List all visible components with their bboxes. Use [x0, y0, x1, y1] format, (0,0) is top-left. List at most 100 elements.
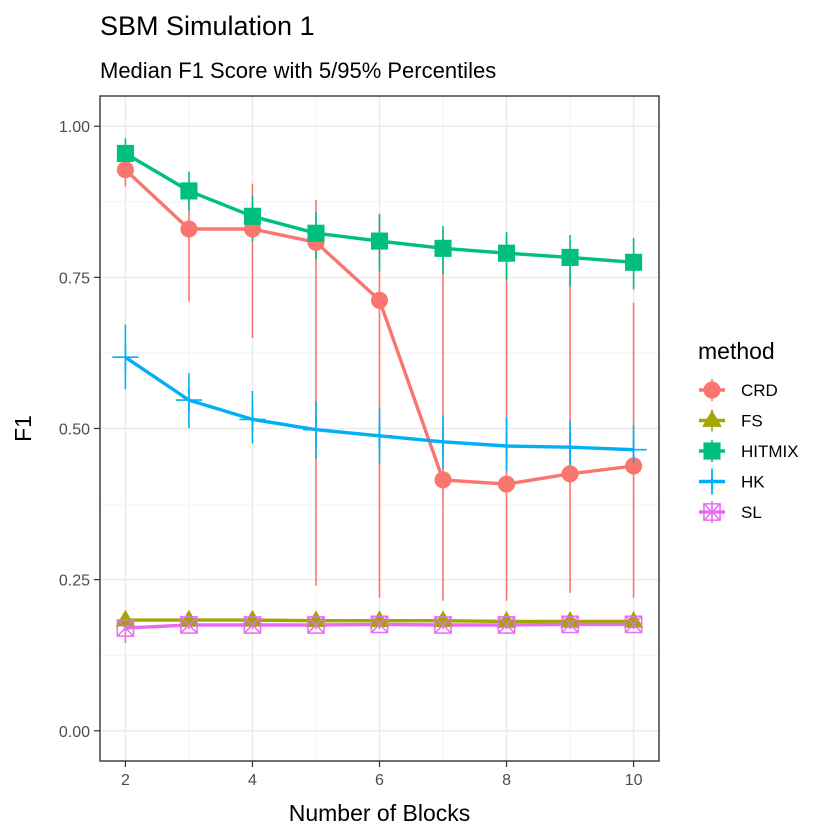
point-fs: [496, 611, 517, 628]
point-triangle: [433, 610, 453, 628]
point-square: [561, 248, 579, 266]
point-hk: [175, 387, 202, 414]
point-crd: [434, 471, 452, 489]
point-triangle: [179, 609, 199, 627]
legend-title: method: [698, 338, 775, 364]
point-box: [307, 616, 325, 634]
legend-key-crd: [703, 381, 721, 399]
point-box-x2: [434, 616, 452, 634]
series-points: [112, 144, 647, 637]
point-box-x2: [116, 619, 135, 637]
point-box: [116, 619, 135, 637]
legend-item-sl: SL: [699, 501, 762, 523]
point-box: [434, 616, 452, 634]
point-box: [624, 615, 643, 634]
point-sl: [497, 616, 516, 634]
point-fs: [306, 610, 326, 628]
point-square: [370, 232, 389, 250]
point-square: [116, 144, 134, 162]
point-box-x2: [703, 503, 721, 521]
x-tick-label: 2: [121, 772, 130, 789]
point-triangle: [496, 611, 517, 628]
point-fs: [560, 611, 580, 628]
legend-label-hitmix: HITMIX: [741, 442, 799, 461]
point-hk: [302, 416, 330, 443]
y-tick-label: 0.75: [59, 270, 90, 287]
point-triangle: [369, 610, 390, 628]
axis-ticks: 0.00 0.25 0.50 0.75 1.00 2 4 6 8 10: [59, 119, 643, 789]
point-circle: [625, 457, 643, 475]
point-box: [703, 503, 721, 521]
point-crd: [370, 291, 389, 309]
legend-label-sl: SL: [741, 503, 762, 522]
legend-label-hk: HK: [741, 473, 765, 492]
point-fs: [623, 611, 644, 628]
y-tick-label: 0.00: [59, 724, 90, 741]
legend-key-hk: [698, 468, 726, 495]
legend-key-sl: [703, 503, 721, 521]
point-fs: [242, 609, 263, 627]
legend-key-hitmix: [703, 442, 721, 460]
legend-item-fs: FS: [699, 409, 763, 432]
point-sl: [561, 615, 579, 634]
point-box: [180, 616, 198, 634]
legend-label-fs: FS: [741, 412, 763, 431]
point-fs: [369, 610, 390, 628]
point-hitmix: [180, 182, 198, 200]
point-crd: [116, 161, 134, 179]
point-circle: [497, 475, 516, 493]
point-hitmix: [116, 144, 134, 162]
point-box-x2: [370, 615, 389, 634]
point-hitmix: [243, 207, 262, 225]
point-sl: [307, 616, 325, 634]
point-sl: [370, 615, 389, 634]
point-box-x2: [497, 616, 516, 634]
point-fs: [179, 609, 199, 627]
point-sl: [116, 619, 135, 637]
point-crd: [625, 457, 643, 475]
point-triangle: [623, 611, 644, 628]
point-square: [180, 182, 198, 200]
x-tick-label: 6: [375, 772, 384, 789]
point-hitmix: [307, 224, 325, 242]
y-axis-title: F1: [10, 415, 36, 442]
point-square: [625, 253, 643, 271]
point-hk: [557, 434, 584, 461]
point-box-x2: [561, 615, 579, 634]
point-circle: [370, 291, 389, 309]
point-sl: [243, 616, 262, 634]
point-sl: [434, 616, 452, 634]
point-triangle: [560, 611, 580, 628]
point-crd: [497, 475, 516, 493]
point-hk: [429, 428, 457, 455]
point-box: [243, 616, 262, 634]
x-tick-label: 8: [502, 772, 511, 789]
x-tick-label: 4: [248, 772, 257, 789]
point-crd: [561, 465, 579, 483]
legend-item-hitmix: HITMIX: [699, 440, 799, 462]
chart-subtitle: Median F1 Score with 5/95% Percentiles: [100, 58, 496, 83]
point-hk: [239, 406, 266, 433]
legend: method CRD FS HITMIX HK SL: [698, 338, 799, 523]
x-axis-title: Number of Blocks: [289, 800, 471, 826]
point-circle: [434, 471, 452, 489]
point-hk: [366, 422, 393, 449]
point-hitmix: [434, 239, 452, 257]
point-box-x2: [243, 616, 262, 634]
point-box-x2: [307, 616, 325, 634]
point-square: [243, 207, 262, 225]
legend-item-crd: CRD: [699, 379, 778, 401]
y-tick-label: 0.50: [59, 422, 90, 439]
y-tick-label: 1.00: [59, 119, 90, 136]
point-triangle: [242, 609, 263, 627]
point-sl: [624, 615, 643, 634]
x-tick-label: 10: [625, 772, 643, 789]
legend-item-hk: HK: [698, 468, 765, 495]
point-box: [497, 616, 516, 634]
point-box: [561, 615, 579, 634]
point-crd: [180, 220, 198, 238]
point-hk: [112, 344, 139, 371]
point-square: [307, 224, 325, 242]
point-square: [434, 239, 452, 257]
